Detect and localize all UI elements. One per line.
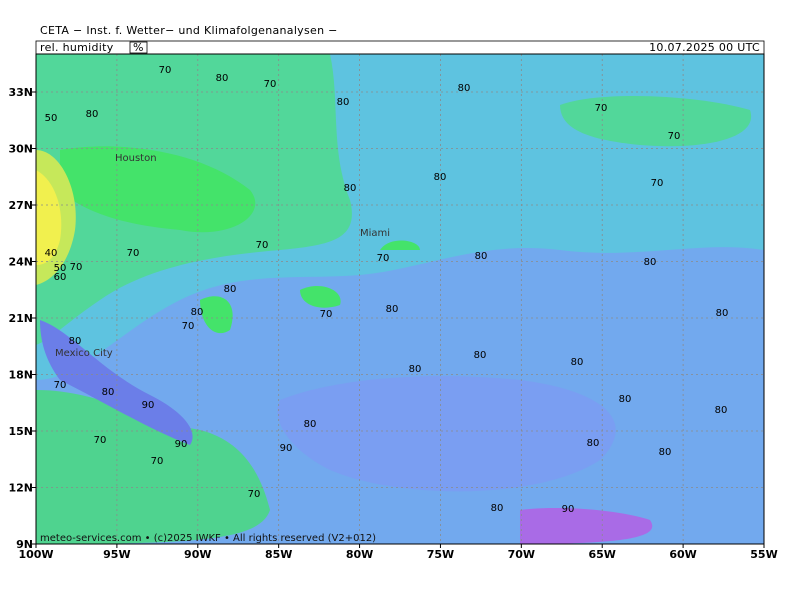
- contour-label: 80: [659, 447, 672, 458]
- y-tick-label: 27N: [8, 199, 33, 212]
- contour-label: 70: [70, 262, 83, 273]
- field-green-spots: [200, 240, 420, 334]
- field-green-south: [36, 390, 270, 544]
- contour-label: 80: [337, 97, 350, 108]
- plot-frame: [35, 53, 765, 545]
- contour-label: 70: [264, 79, 277, 90]
- contour-label: 50: [45, 113, 58, 124]
- field-blue-dark: [40, 320, 193, 445]
- y-tick-label: 9N: [16, 538, 33, 551]
- y-tick-label: 30N: [8, 143, 33, 156]
- footer: meteo-services.com • (c)2025 IWKF • All …: [40, 533, 376, 544]
- contour-label: 70: [151, 456, 164, 467]
- y-tick-label: 24N: [8, 256, 33, 269]
- field-green-east: [560, 95, 752, 147]
- contour-label: 80: [475, 251, 488, 262]
- contour-label: 60: [54, 272, 67, 283]
- field-yellow: [36, 170, 62, 265]
- y-tick-label: 18N: [8, 369, 33, 382]
- contour-label: 80: [344, 183, 357, 194]
- x-tick-label: 65W: [588, 548, 615, 561]
- contour-label: 70: [94, 435, 107, 446]
- unit-label: %: [133, 41, 144, 54]
- humidity-field: [36, 54, 764, 544]
- contour-label: 80: [304, 419, 317, 430]
- x-tick-label: 85W: [265, 548, 292, 561]
- contour-label: 70: [54, 380, 67, 391]
- contour-label: 80: [716, 308, 729, 319]
- contour-label: 70: [377, 253, 390, 264]
- contour-label: 90: [280, 443, 293, 454]
- unit-box: [129, 41, 148, 54]
- y-tick-label: 15N: [8, 425, 33, 438]
- contour-label: 80: [644, 257, 657, 268]
- x-tick-label: 55W: [750, 548, 777, 561]
- contour-label: 80: [619, 394, 632, 405]
- contour-label: 80: [715, 405, 728, 416]
- contour-label: 70: [320, 309, 333, 320]
- contour-label: 80: [224, 284, 237, 295]
- annotations: 100W 95W 90W 85W 80W 75W 70W 65W 60W 55W 9N 12N 15N 1…: [8, 65, 777, 561]
- contour-label: 70: [595, 103, 608, 114]
- y-tick-label: 21N: [8, 312, 33, 325]
- y-tick-label: 33N: [8, 86, 33, 99]
- contour-label: 90: [142, 400, 155, 411]
- x-tick-label: 75W: [427, 548, 454, 561]
- contour-label: 70: [159, 65, 172, 76]
- contour-label: 80: [69, 336, 82, 347]
- variable-label: rel. humidity: [40, 41, 114, 54]
- contour-label: 80: [458, 83, 471, 94]
- city-label: Mexico City: [55, 348, 113, 359]
- datetime: 10.07.2025 00 UTC: [649, 41, 760, 54]
- contour-label: 80: [434, 172, 447, 183]
- contour-label: 50: [54, 263, 67, 274]
- graticule: [32, 54, 765, 548]
- contour-label: 70: [182, 321, 195, 332]
- contour-label: 80: [86, 109, 99, 120]
- field-blue-mid: [277, 376, 616, 492]
- contour-label: 90: [562, 504, 575, 515]
- x-tick-label: 95W: [103, 548, 130, 561]
- contour-label: 70: [651, 178, 664, 189]
- title: CETA − Inst. f. Wetter− und Klimafolgena…: [40, 24, 338, 37]
- contour-label: 70: [668, 131, 681, 142]
- city-label: Miami: [360, 228, 390, 239]
- contour-label: 80: [191, 307, 204, 318]
- x-tick-label: 60W: [669, 548, 696, 561]
- field-green: [60, 146, 256, 233]
- contour-label: 80: [386, 304, 399, 315]
- x-tick-label: 90W: [184, 548, 211, 561]
- contour-label: 90: [175, 439, 188, 450]
- y-tick-label: 12N: [8, 482, 33, 495]
- field-purple: [520, 508, 653, 544]
- contour-label: 70: [127, 248, 140, 259]
- x-tick-label: 100W: [18, 548, 53, 561]
- city-label: Houston: [115, 153, 157, 164]
- x-tick-label: 70W: [508, 548, 535, 561]
- contour-label: 80: [216, 73, 229, 84]
- contour-label: 80: [409, 364, 422, 375]
- contour-label: 40: [45, 248, 58, 259]
- contour-label: 80: [571, 357, 584, 368]
- contour-label: 80: [102, 387, 115, 398]
- contour-label: 70: [248, 489, 261, 500]
- contour-label: 80: [474, 350, 487, 361]
- contour-label: 80: [491, 503, 504, 514]
- contour-label: 70: [256, 240, 269, 251]
- x-tick-label: 80W: [346, 548, 373, 561]
- contour-label: 80: [587, 438, 600, 449]
